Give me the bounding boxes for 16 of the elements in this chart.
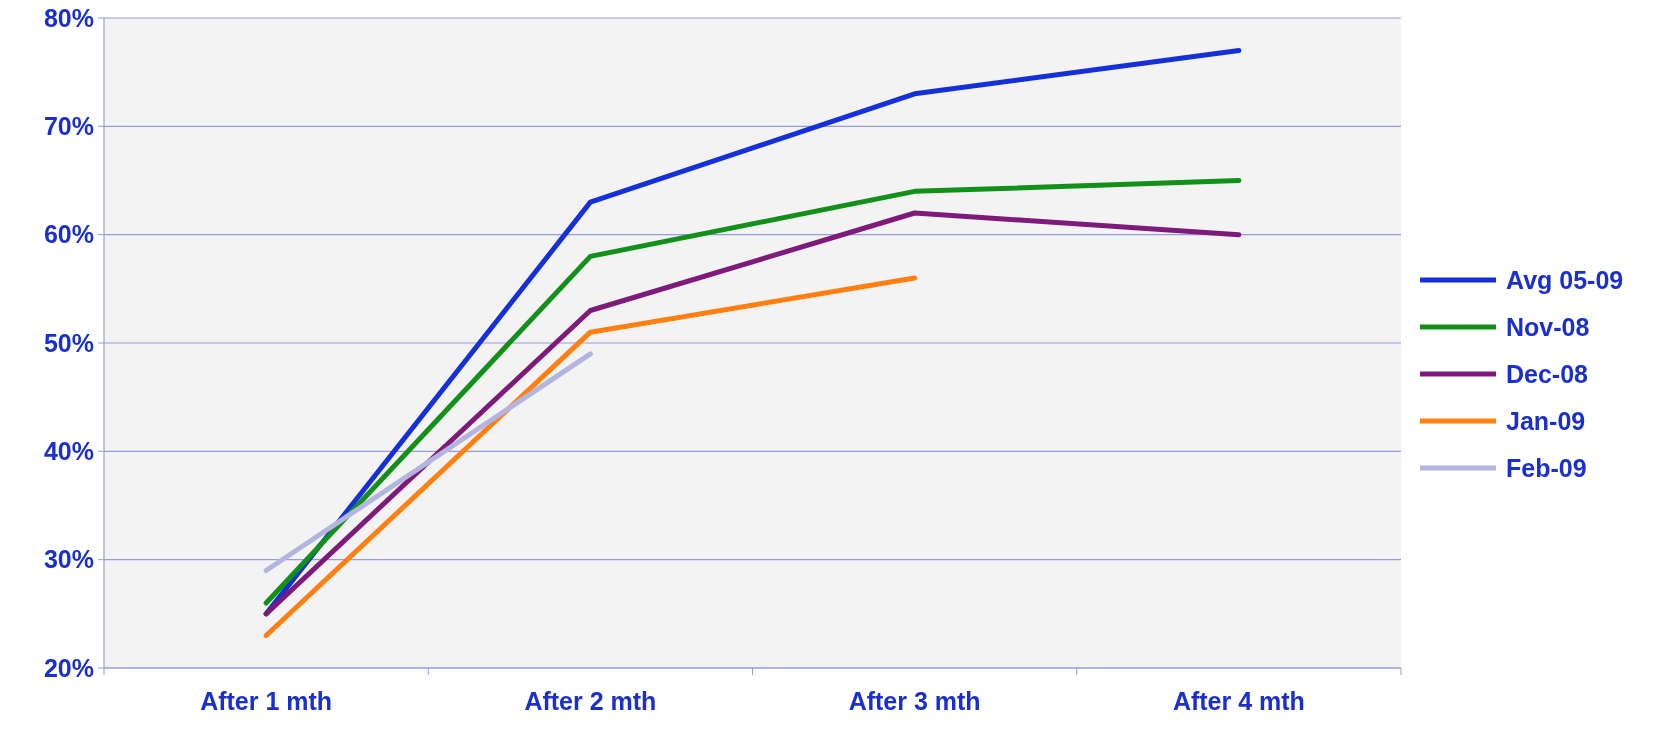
legend-label: Feb-09: [1506, 453, 1587, 482]
legend-label: Dec-08: [1506, 359, 1589, 388]
x-tick-label: After 2 mth: [524, 687, 657, 715]
y-tick-label: 60%: [43, 220, 94, 249]
y-tick-label: 80%: [43, 3, 94, 32]
y-tick-label: 50%: [43, 328, 94, 357]
x-tick-label: After 1 mth: [200, 687, 333, 715]
x-tick-label: After 4 mth: [1172, 687, 1305, 715]
y-tick-label: 70%: [43, 112, 94, 141]
y-tick-label: 30%: [43, 545, 94, 574]
x-tick-label: After 3 mth: [848, 687, 981, 715]
legend-label: Nov-08: [1506, 312, 1590, 341]
y-tick-label: 40%: [43, 437, 94, 466]
legend-label: Avg 05-09: [1506, 265, 1624, 294]
legend-label: Jan-09: [1506, 406, 1586, 435]
y-tick-label: 20%: [43, 653, 94, 682]
